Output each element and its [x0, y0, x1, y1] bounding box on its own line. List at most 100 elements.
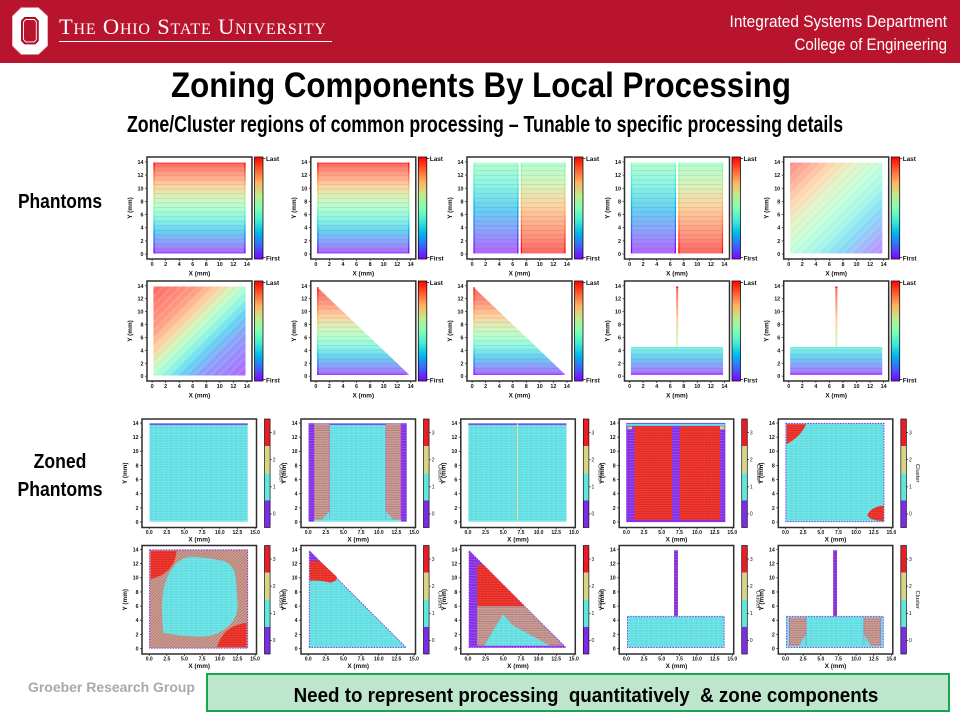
svg-text:4: 4 [136, 492, 139, 498]
svg-text:6: 6 [613, 478, 616, 484]
svg-text:6: 6 [191, 384, 194, 390]
svg-text:2.5: 2.5 [163, 530, 170, 536]
svg-text:2: 2 [136, 506, 139, 512]
svg-text:6: 6 [511, 384, 514, 390]
svg-text:6: 6 [454, 604, 457, 610]
svg-text:10: 10 [133, 449, 139, 455]
svg-text:8: 8 [842, 262, 845, 268]
svg-text:15.0: 15.0 [409, 530, 419, 536]
svg-text:First: First [903, 256, 918, 263]
svg-text:X (mm): X (mm) [189, 271, 211, 278]
svg-text:12: 12 [769, 562, 775, 568]
svg-text:2: 2 [801, 262, 804, 268]
svg-text:4: 4 [136, 618, 139, 624]
svg-text:2: 2 [432, 458, 435, 464]
svg-text:2: 2 [461, 239, 464, 245]
svg-text:X (mm): X (mm) [347, 663, 369, 670]
svg-text:14: 14 [564, 384, 570, 390]
svg-text:10: 10 [854, 384, 860, 390]
svg-text:0: 0 [909, 512, 912, 518]
svg-text:1: 1 [273, 485, 276, 491]
svg-text:2: 2 [273, 458, 276, 464]
svg-text:2: 2 [750, 584, 753, 590]
svg-text:10.0: 10.0 [215, 656, 225, 662]
svg-text:2.5: 2.5 [163, 656, 170, 662]
svg-text:10: 10 [381, 384, 387, 390]
svg-text:12: 12 [292, 435, 298, 441]
svg-text:6: 6 [828, 384, 831, 390]
svg-text:0: 0 [295, 520, 298, 526]
svg-text:3: 3 [592, 430, 595, 436]
svg-text:8: 8 [682, 262, 685, 268]
svg-text:Y (mm): Y (mm) [122, 589, 129, 611]
svg-text:Y (mm): Y (mm) [599, 462, 606, 484]
svg-text:4: 4 [342, 262, 345, 268]
svg-text:Y (mm): Y (mm) [281, 462, 288, 484]
svg-text:5.0: 5.0 [817, 530, 824, 536]
svg-text:0: 0 [141, 374, 144, 380]
svg-text:2.5: 2.5 [322, 530, 329, 536]
svg-text:14: 14 [615, 284, 621, 290]
svg-text:3: 3 [750, 557, 753, 563]
svg-text:12: 12 [230, 262, 236, 268]
svg-text:5.0: 5.0 [181, 656, 188, 662]
svg-text:X (mm): X (mm) [666, 271, 688, 278]
svg-text:6: 6 [669, 262, 672, 268]
svg-text:4: 4 [655, 262, 658, 268]
svg-text:2: 2 [592, 584, 595, 590]
svg-text:10.0: 10.0 [851, 656, 861, 662]
svg-text:12.5: 12.5 [869, 530, 879, 536]
svg-text:6: 6 [141, 213, 144, 219]
svg-text:12: 12 [610, 435, 616, 441]
svg-text:0: 0 [772, 520, 775, 526]
svg-text:3: 3 [750, 430, 753, 436]
svg-text:0: 0 [613, 646, 616, 652]
svg-text:2: 2 [484, 384, 487, 390]
svg-text:0: 0 [777, 374, 780, 380]
svg-text:Cluster: Cluster [914, 591, 920, 609]
svg-text:6: 6 [454, 478, 457, 484]
svg-text:0: 0 [454, 646, 457, 652]
svg-text:14: 14 [881, 262, 887, 268]
svg-text:10: 10 [610, 576, 616, 582]
svg-text:14: 14 [610, 547, 616, 553]
svg-text:4: 4 [613, 492, 616, 498]
svg-text:2.5: 2.5 [482, 656, 489, 662]
svg-text:15.0: 15.0 [569, 656, 579, 662]
svg-text:X (mm): X (mm) [666, 393, 688, 400]
svg-text:12: 12 [138, 173, 144, 179]
svg-text:14: 14 [610, 421, 616, 427]
svg-text:6: 6 [618, 213, 621, 219]
svg-text:2: 2 [304, 361, 307, 367]
svg-text:4: 4 [498, 384, 501, 390]
svg-text:X (mm): X (mm) [825, 393, 847, 400]
svg-text:12: 12 [774, 173, 780, 179]
svg-text:8: 8 [525, 384, 528, 390]
svg-text:0: 0 [750, 638, 753, 644]
svg-text:14: 14 [408, 384, 414, 390]
svg-text:First: First [586, 256, 601, 263]
svg-text:Last: Last [903, 156, 917, 163]
svg-text:12: 12 [708, 262, 714, 268]
svg-text:7.5: 7.5 [518, 656, 525, 662]
svg-text:X (mm): X (mm) [188, 537, 210, 544]
svg-text:14: 14 [452, 547, 458, 553]
svg-text:4: 4 [178, 384, 181, 390]
svg-text:Last: Last [586, 156, 600, 163]
svg-text:4: 4 [777, 226, 780, 232]
svg-text:8: 8 [304, 323, 307, 329]
svg-text:0: 0 [136, 520, 139, 526]
svg-text:X (mm): X (mm) [507, 537, 529, 544]
svg-text:Last: Last [430, 280, 444, 287]
svg-text:3: 3 [273, 557, 276, 563]
svg-text:2: 2 [642, 262, 645, 268]
svg-text:4: 4 [777, 348, 780, 354]
svg-text:0: 0 [432, 638, 435, 644]
svg-text:6: 6 [461, 213, 464, 219]
svg-text:5.0: 5.0 [181, 530, 188, 536]
svg-text:Last: Last [744, 280, 758, 287]
svg-text:12: 12 [615, 173, 621, 179]
svg-text:2: 2 [328, 262, 331, 268]
svg-text:Y (mm): Y (mm) [291, 320, 298, 342]
svg-text:7.5: 7.5 [835, 530, 842, 536]
